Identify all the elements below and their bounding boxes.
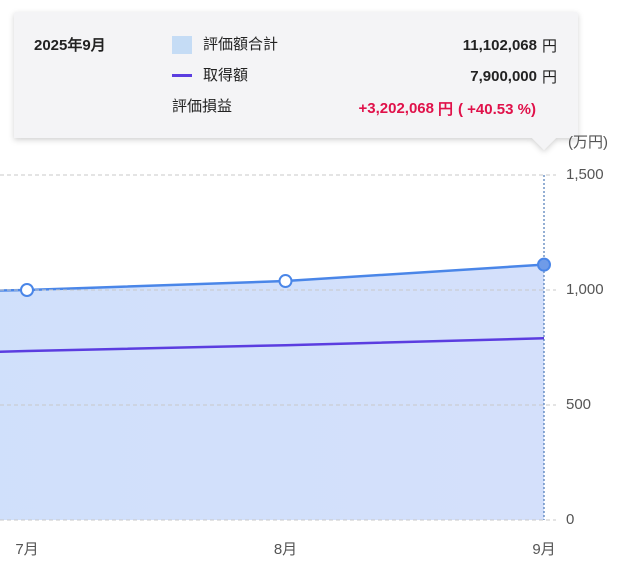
y-tick-label: 0 <box>566 511 574 528</box>
tooltip-value: 11,102,068 <box>463 37 537 54</box>
y-tick-label: 500 <box>566 396 591 413</box>
legend-label: 評価額合計 <box>203 36 278 53</box>
tooltip-value: 7,900,000 <box>470 68 537 85</box>
tooltip-unit: 円 <box>542 69 557 86</box>
axis: 0 500 1,000 1,500 7月 8月 9月 <box>0 166 604 558</box>
tooltip-label: 評価損益 <box>172 98 232 115</box>
x-tick-label: 7月 <box>15 541 38 558</box>
tooltip: 2025年9月 評価額合計 11,102,068 円 取得額 7,900,000… <box>14 12 578 150</box>
legend-swatch <box>172 36 192 54</box>
tooltip-gain: +3,202,068 <box>359 100 435 117</box>
x-tick-label: 8月 <box>274 541 297 558</box>
plot <box>0 263 544 520</box>
line <box>0 337 544 354</box>
tooltip-gain-pct: ( +40.53 %) <box>458 101 536 118</box>
y-tick-label: 1,000 <box>566 281 604 298</box>
x-tick-label: 9月 <box>532 541 555 558</box>
point <box>537 257 551 272</box>
unit-label: (万円) <box>568 134 608 151</box>
area <box>0 264 544 520</box>
point <box>278 274 293 289</box>
line <box>0 263 544 292</box>
point <box>20 283 34 297</box>
tooltip-unit: 円 <box>438 101 453 118</box>
legend-swatch <box>172 74 192 77</box>
tooltip-box <box>14 12 578 150</box>
tooltip-date: 2025年9月 <box>34 36 106 54</box>
y-tick-label: 1,500 <box>566 166 604 183</box>
legend-label: 取得額 <box>203 67 248 84</box>
tooltip-unit: 円 <box>542 38 557 55</box>
